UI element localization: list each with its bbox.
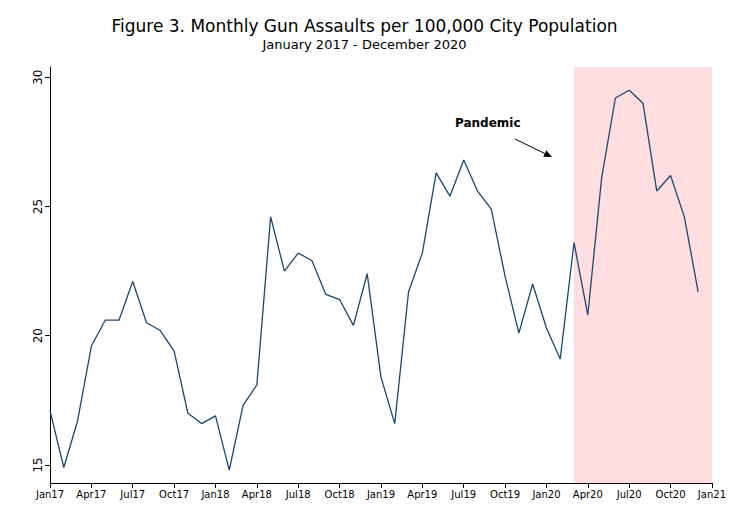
svg-text:Apr20: Apr20 xyxy=(573,489,603,500)
svg-text:Jan21: Jan21 xyxy=(697,489,726,500)
svg-text:Figure 3. Monthly Gun Assaults: Figure 3. Monthly Gun Assaults per 100,0… xyxy=(111,16,617,36)
svg-text:Jan18: Jan18 xyxy=(200,489,229,500)
svg-text:Pandemic: Pandemic xyxy=(455,116,521,130)
svg-text:Oct19: Oct19 xyxy=(490,489,520,500)
svg-text:Jul17: Jul17 xyxy=(119,489,145,500)
svg-text:Jan17: Jan17 xyxy=(35,489,64,500)
svg-text:Oct18: Oct18 xyxy=(325,489,355,500)
svg-text:Oct17: Oct17 xyxy=(159,489,189,500)
svg-text:25: 25 xyxy=(31,199,45,214)
svg-text:20: 20 xyxy=(31,328,45,343)
svg-text:Jul20: Jul20 xyxy=(616,489,642,500)
svg-text:January 2017 - December 2020: January 2017 - December 2020 xyxy=(261,37,466,52)
svg-text:Oct20: Oct20 xyxy=(656,489,686,500)
svg-text:Apr19: Apr19 xyxy=(407,489,437,500)
svg-text:Jan20: Jan20 xyxy=(531,489,560,500)
svg-text:Apr18: Apr18 xyxy=(242,489,272,500)
svg-text:15: 15 xyxy=(31,457,45,472)
svg-text:Apr17: Apr17 xyxy=(76,489,106,500)
svg-text:Jul19: Jul19 xyxy=(450,489,476,500)
svg-text:Jul18: Jul18 xyxy=(285,489,311,500)
svg-text:30: 30 xyxy=(31,70,45,85)
svg-text:Jan19: Jan19 xyxy=(366,489,395,500)
